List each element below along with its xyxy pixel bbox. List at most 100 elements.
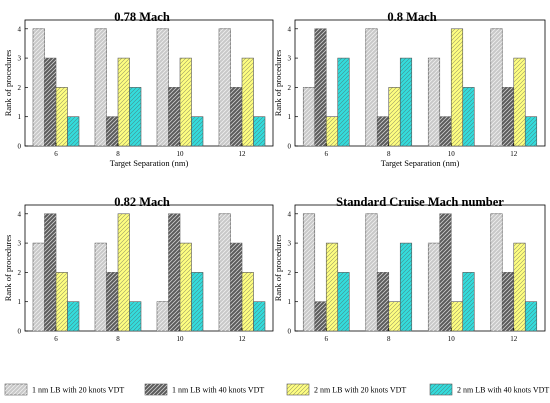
bar-hatch	[129, 87, 141, 146]
bar-hatch	[230, 243, 242, 331]
x-tick-label: 6	[325, 150, 329, 158]
legend-label: 1 nm LB with 20 knots VDT	[32, 386, 124, 395]
bar-hatch	[502, 87, 514, 146]
y-tick-label: 2	[18, 84, 22, 92]
bar-hatch	[67, 301, 79, 331]
y-tick-label: 1	[288, 298, 292, 306]
bar-hatch	[428, 58, 440, 147]
chart-title: 0.82 Mach	[114, 195, 170, 209]
bar-hatch	[388, 87, 401, 146]
x-tick-label: 8	[387, 150, 391, 158]
x-tick-label: 8	[116, 335, 120, 343]
x-tick-label: 8	[387, 335, 391, 343]
bar-hatch	[365, 28, 378, 147]
y-axis-label: Rank of procedures	[273, 235, 283, 302]
x-tick-label: 8	[116, 150, 120, 158]
bar-hatch	[502, 272, 514, 331]
y-tick-label: 4	[288, 25, 292, 33]
bar-hatch	[303, 87, 315, 146]
bar-hatch	[337, 58, 350, 147]
y-tick-label: 3	[18, 240, 22, 248]
y-tick-label: 2	[288, 84, 292, 92]
bar-hatch	[168, 87, 180, 146]
legend-label: 2 nm LB with 40 knots VDT	[457, 386, 549, 395]
y-tick-label: 1	[18, 113, 22, 121]
bar-hatch	[191, 272, 203, 331]
x-tick-label: 10	[177, 150, 185, 158]
bar-hatch	[377, 116, 389, 146]
y-tick-label: 4	[18, 25, 22, 33]
x-tick-label: 6	[54, 335, 58, 343]
y-tick-label: 3	[288, 240, 292, 248]
bar-hatch	[219, 213, 231, 331]
x-tick-label: 10	[448, 150, 456, 158]
bar-hatch	[118, 213, 130, 331]
bar-hatch	[451, 28, 463, 147]
y-tick-label: 2	[288, 269, 292, 277]
x-axis-label: Target Separation (nm)	[381, 158, 460, 168]
legend: 1 nm LB with 20 knots VDT 1 nm LB with 40…	[4, 383, 549, 396]
bar-hatch	[388, 301, 401, 331]
legend-label: 2 nm LB with 20 knots VDT	[314, 386, 406, 395]
bar-hatch	[157, 301, 169, 331]
plot-frame	[24, 19, 274, 147]
y-tick-label: 0	[18, 143, 22, 151]
legend-swatch-hatch	[430, 384, 452, 395]
bar-hatch	[400, 243, 412, 331]
y-tick-label: 1	[288, 113, 292, 121]
legend-item: 1 nm LB with 40 knots VDT	[144, 383, 264, 396]
y-tick-label: 0	[288, 143, 292, 151]
bar-hatch	[180, 58, 192, 147]
bar-hatch	[180, 243, 192, 331]
bar-hatch	[428, 243, 440, 331]
bar-hatch	[439, 116, 452, 146]
bar-hatch	[106, 116, 118, 146]
bar-hatch	[56, 87, 68, 146]
bar-hatch	[303, 213, 315, 331]
bar-hatch	[95, 28, 107, 147]
bar-hatch	[129, 301, 141, 331]
bar-hatch	[191, 116, 203, 146]
y-tick-label: 4	[18, 210, 22, 218]
x-tick-label: 6	[54, 150, 58, 158]
bar-hatch	[44, 213, 56, 331]
y-axis-label: Rank of procedures	[273, 50, 283, 117]
bar-hatch	[337, 272, 350, 331]
legend-item: 2 nm LB with 40 knots VDT	[429, 383, 549, 396]
bar-hatch	[513, 58, 526, 147]
bar-hatch	[525, 116, 537, 146]
bar-hatch	[314, 301, 327, 331]
legend-item: 2 nm LB with 20 knots VDT	[286, 383, 406, 396]
bar-hatch	[253, 301, 265, 331]
x-tick-label: 12	[239, 335, 247, 343]
y-tick-label: 3	[18, 55, 22, 63]
bar-hatch	[118, 58, 130, 147]
chart-title: 0.8 Mach	[387, 10, 436, 24]
x-tick-label: 10	[448, 335, 456, 343]
plot-frame	[294, 19, 546, 147]
y-tick-label: 0	[18, 328, 22, 336]
bar-hatch	[253, 116, 265, 146]
x-tick-label: 12	[239, 150, 247, 158]
bar-hatch	[157, 28, 169, 147]
bar-hatch	[106, 272, 118, 331]
y-tick-label: 4	[288, 210, 292, 218]
x-tick-label: 12	[510, 335, 518, 343]
bar-hatch	[242, 58, 254, 147]
bar-hatch	[451, 301, 463, 331]
x-tick-label: 6	[325, 335, 329, 343]
legend-swatch-hatch	[5, 384, 27, 395]
bar-hatch	[326, 116, 338, 146]
y-axis-label: Rank of procedures	[3, 50, 13, 117]
legend-swatch-hatch	[287, 384, 309, 395]
x-tick-label: 12	[510, 150, 518, 158]
bar-hatch	[377, 272, 389, 331]
bar-hatch	[365, 213, 378, 331]
bar-hatch	[56, 272, 68, 331]
plot-frame	[294, 204, 546, 332]
bar-hatch	[462, 272, 475, 331]
